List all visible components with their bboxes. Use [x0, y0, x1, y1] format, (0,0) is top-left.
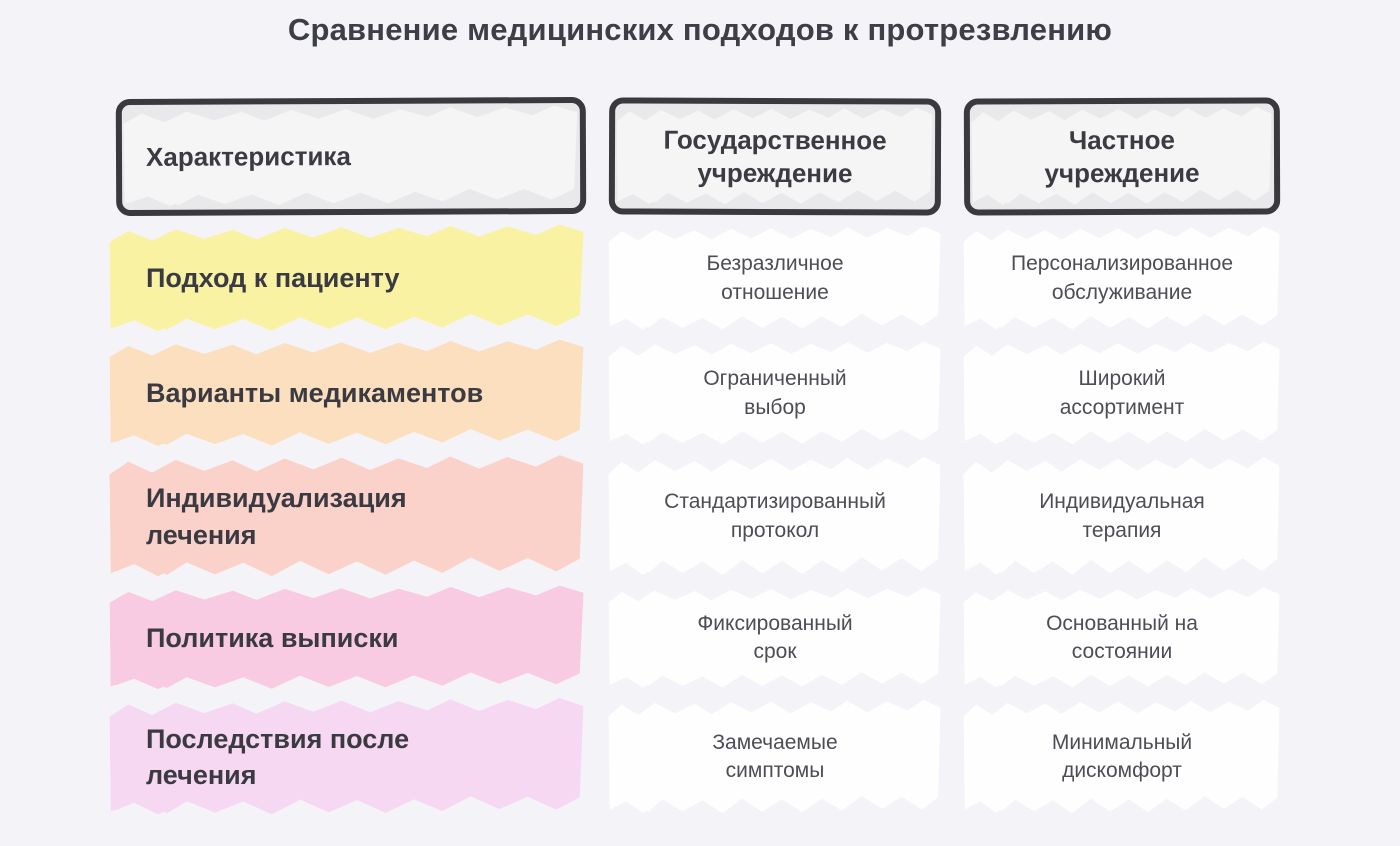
cell-state-discharge-policy: Фиксированный срок: [609, 588, 941, 688]
cell-state-individualization: Стандартизированный протокол: [609, 457, 941, 576]
cell-text: Основанный на состоянии: [1046, 611, 1198, 663]
cell-text: Стандартизированный протокол: [664, 490, 886, 542]
row-label-text: Варианты медикаментов: [146, 378, 484, 409]
row-label-text: Политика выписки: [146, 622, 399, 653]
cell-state-approach: Безразличное отношение: [609, 227, 941, 330]
row-label-text: Подход к пациенту: [146, 263, 400, 294]
header-cell-state-institution: Государственное учреждение: [608, 97, 942, 216]
cell-text: Фиксированный срок: [697, 611, 853, 663]
cell-private-discharge-policy: Основанный на состоянии: [964, 588, 1280, 688]
cell-text: Ограниченный выбор: [703, 367, 847, 419]
cell-private-aftereffects: Минимальный дискомфорт: [964, 700, 1280, 814]
cell-text: Замечаемые симптомы: [712, 730, 838, 782]
row-label-discharge-policy: Политика выписки: [116, 588, 586, 688]
row-label-text: Последствия после лечения: [146, 723, 410, 790]
cell-text: Персонализированное обслуживание: [1011, 252, 1233, 304]
row-label-text: Индивидуализация лечения: [146, 483, 407, 550]
cell-state-aftereffects: Замечаемые симптомы: [609, 700, 941, 814]
row-label-medications: Варианты медикаментов: [116, 342, 586, 445]
comparison-table: Характеристика Государственное учреждени…: [115, 96, 1281, 814]
header-label: Характеристика: [145, 141, 351, 173]
header-label: Государственное учреждение: [663, 124, 887, 188]
cell-private-individualization: Индивидуальная терапия: [964, 457, 1280, 576]
cell-text: Безразличное отношение: [706, 252, 844, 304]
cell-text: Индивидуальная терапия: [1039, 490, 1205, 542]
cell-private-approach: Персонализированное обслуживание: [964, 227, 1280, 330]
cell-private-medications: Широкий ассортимент: [964, 342, 1280, 445]
header-cell-private-institution: Частное учреждение: [963, 97, 1281, 216]
row-label-individualization: Индивидуализация лечения: [116, 457, 586, 576]
header-cell-characteristic: Характеристика: [115, 96, 587, 217]
page-title: Сравнение медицинских подходов к протрез…: [287, 12, 1113, 47]
cell-text: Минимальный дискомфорт: [1051, 730, 1193, 782]
cell-state-medications: Ограниченный выбор: [609, 342, 941, 445]
header-label: Частное учреждение: [1044, 124, 1200, 188]
row-label-aftereffects: Последствия после лечения: [116, 700, 586, 814]
row-label-approach: Подход к пациенту: [116, 227, 586, 330]
cell-text: Широкий ассортимент: [1059, 367, 1185, 419]
